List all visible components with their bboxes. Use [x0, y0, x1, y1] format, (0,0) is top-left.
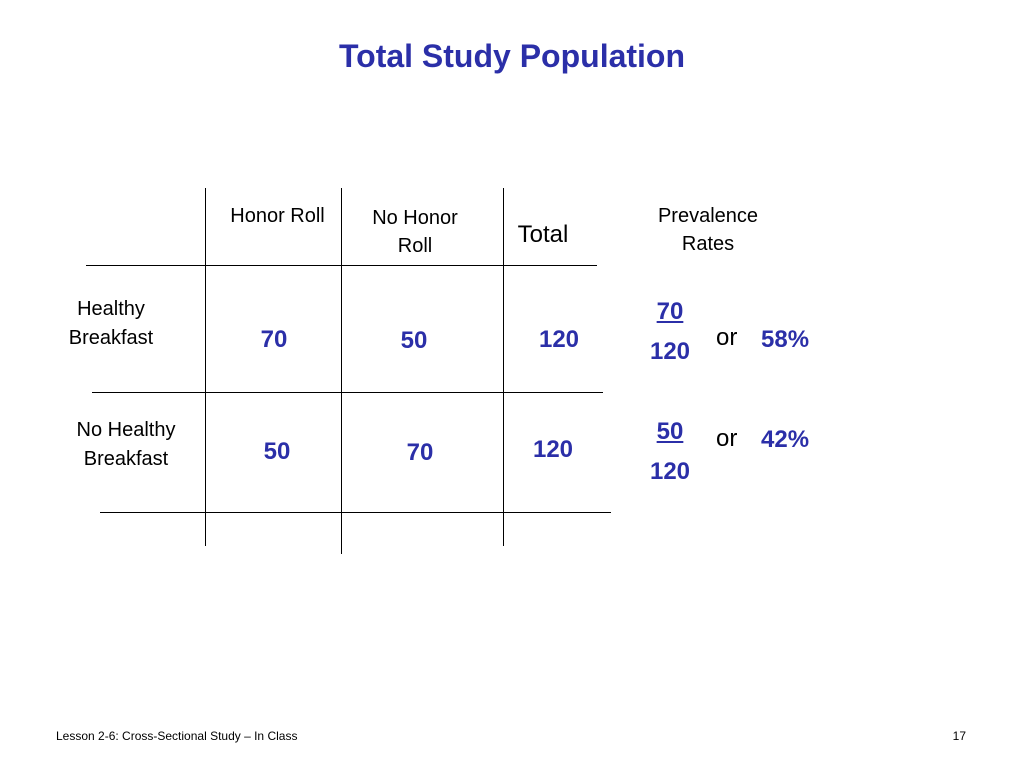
grid-vline-2 [341, 188, 342, 554]
grid-hline-1 [86, 265, 597, 266]
prevalence-numerator: 50 [656, 418, 684, 445]
header-honor-roll: Honor Roll [230, 205, 325, 227]
row-label-no-healthy-breakfast: No Healthy Breakfast [76, 419, 176, 470]
cell-no-healthy-total: 120 [532, 436, 574, 463]
prevalence-denominator: 120 [649, 338, 691, 365]
cell-no-healthy-honor-roll: 50 [263, 438, 291, 465]
cell-no-healthy-no-honor-roll: 70 [406, 439, 434, 466]
grid-hline-2 [92, 392, 603, 393]
header-total: Total [517, 221, 569, 248]
prevalence-numerator: 70 [656, 298, 684, 325]
header-prevalence-rates: Prevalence Rates [657, 205, 759, 255]
row-label-healthy-breakfast: Healthy Breakfast [68, 298, 154, 349]
or-label: or [716, 324, 738, 351]
footer-page-number: 17 [952, 729, 966, 743]
prevalence-percent-no-healthy: 42% [761, 426, 810, 453]
prevalence-fraction-no-healthy: 50 120 [636, 412, 704, 492]
grid-vline-3 [503, 188, 504, 546]
grid-hline-3 [100, 512, 611, 513]
prevalence-denominator: 120 [649, 458, 691, 485]
or-label: or [716, 425, 738, 452]
grid-vline-1 [205, 188, 206, 546]
footer-lesson-title: Lesson 2-6: Cross-Sectional Study – In C… [56, 729, 298, 743]
cell-healthy-honor-roll: 70 [260, 326, 288, 353]
header-no-honor-roll: No Honor Roll [372, 207, 458, 257]
prevalence-percent-healthy: 58% [761, 326, 810, 353]
slide-title: Total Study Population [338, 38, 686, 74]
cell-healthy-total: 120 [538, 326, 580, 353]
cell-healthy-no-honor-roll: 50 [400, 327, 428, 354]
prevalence-fraction-healthy: 70 120 [636, 292, 704, 372]
